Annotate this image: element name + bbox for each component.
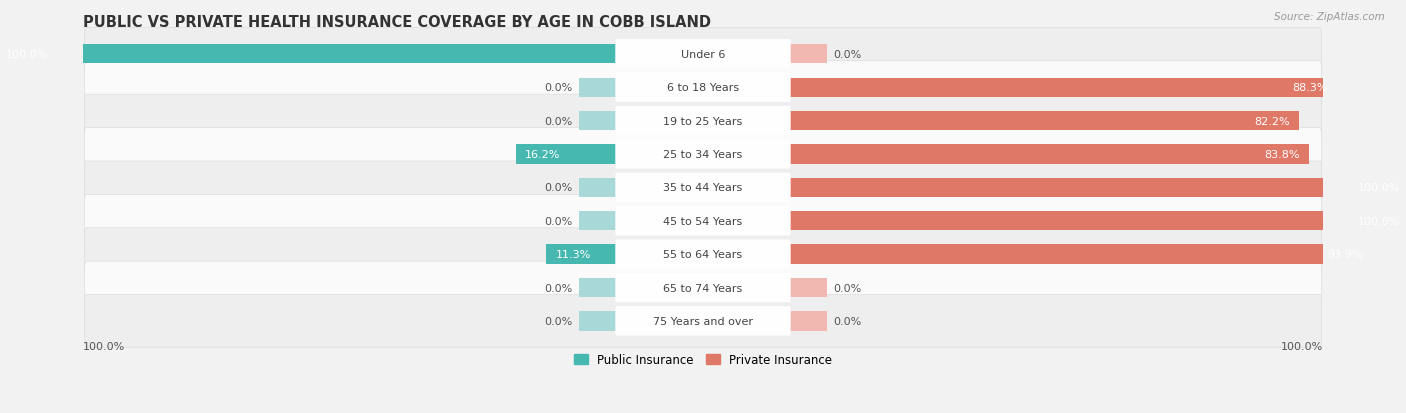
- Bar: [790, 112, 1299, 131]
- Bar: [579, 178, 616, 197]
- Bar: [579, 211, 616, 231]
- FancyBboxPatch shape: [616, 140, 790, 169]
- Bar: [790, 45, 827, 64]
- FancyBboxPatch shape: [84, 261, 1322, 314]
- Bar: [546, 245, 616, 264]
- Text: 35 to 44 Years: 35 to 44 Years: [664, 183, 742, 193]
- FancyBboxPatch shape: [616, 173, 790, 202]
- Text: 19 to 25 Years: 19 to 25 Years: [664, 116, 742, 126]
- Text: 0.0%: 0.0%: [834, 50, 862, 59]
- FancyBboxPatch shape: [84, 295, 1322, 347]
- Text: 100.0%: 100.0%: [1358, 183, 1400, 193]
- Text: 0.0%: 0.0%: [544, 183, 572, 193]
- FancyBboxPatch shape: [84, 128, 1322, 181]
- Text: 0.0%: 0.0%: [544, 216, 572, 226]
- Text: 0.0%: 0.0%: [544, 116, 572, 126]
- Text: Under 6: Under 6: [681, 50, 725, 59]
- Bar: [579, 112, 616, 131]
- Text: 45 to 54 Years: 45 to 54 Years: [664, 216, 742, 226]
- Text: 93.9%: 93.9%: [1327, 249, 1362, 259]
- Text: 83.8%: 83.8%: [1264, 150, 1301, 159]
- Text: 25 to 34 Years: 25 to 34 Years: [664, 150, 742, 159]
- Text: 0.0%: 0.0%: [544, 83, 572, 93]
- Bar: [790, 178, 1406, 197]
- Legend: Public Insurance, Private Insurance: Public Insurance, Private Insurance: [569, 349, 837, 371]
- Text: 11.3%: 11.3%: [555, 249, 591, 259]
- Bar: [790, 211, 1406, 231]
- Text: 0.0%: 0.0%: [834, 316, 862, 326]
- Text: 0.0%: 0.0%: [834, 283, 862, 293]
- Text: 55 to 64 Years: 55 to 64 Years: [664, 249, 742, 259]
- FancyBboxPatch shape: [616, 74, 790, 103]
- FancyBboxPatch shape: [84, 62, 1322, 114]
- FancyBboxPatch shape: [616, 206, 790, 236]
- Text: 0.0%: 0.0%: [544, 316, 572, 326]
- Bar: [0, 45, 616, 64]
- Bar: [790, 145, 1309, 164]
- Bar: [516, 145, 616, 164]
- Text: 0.0%: 0.0%: [544, 283, 572, 293]
- Bar: [579, 311, 616, 331]
- FancyBboxPatch shape: [616, 273, 790, 302]
- FancyBboxPatch shape: [616, 240, 790, 269]
- FancyBboxPatch shape: [84, 161, 1322, 214]
- Text: 100.0%: 100.0%: [6, 50, 48, 59]
- Bar: [790, 245, 1372, 264]
- Text: 82.2%: 82.2%: [1254, 116, 1291, 126]
- FancyBboxPatch shape: [84, 95, 1322, 147]
- Text: PUBLIC VS PRIVATE HEALTH INSURANCE COVERAGE BY AGE IN COBB ISLAND: PUBLIC VS PRIVATE HEALTH INSURANCE COVER…: [83, 15, 711, 30]
- Text: 75 Years and over: 75 Years and over: [652, 316, 754, 326]
- Text: 16.2%: 16.2%: [524, 150, 561, 159]
- Bar: [790, 311, 827, 331]
- Bar: [579, 278, 616, 297]
- FancyBboxPatch shape: [84, 195, 1322, 247]
- Bar: [790, 278, 827, 297]
- Text: 65 to 74 Years: 65 to 74 Years: [664, 283, 742, 293]
- Text: 6 to 18 Years: 6 to 18 Years: [666, 83, 740, 93]
- FancyBboxPatch shape: [616, 40, 790, 69]
- Text: 88.3%: 88.3%: [1292, 83, 1327, 93]
- Text: 100.0%: 100.0%: [1358, 216, 1400, 226]
- FancyBboxPatch shape: [84, 28, 1322, 81]
- Text: 100.0%: 100.0%: [83, 341, 125, 351]
- Text: Source: ZipAtlas.com: Source: ZipAtlas.com: [1274, 12, 1385, 22]
- FancyBboxPatch shape: [84, 228, 1322, 281]
- FancyBboxPatch shape: [616, 107, 790, 136]
- Bar: [790, 78, 1337, 97]
- Text: 100.0%: 100.0%: [1281, 341, 1323, 351]
- Bar: [579, 78, 616, 97]
- FancyBboxPatch shape: [616, 306, 790, 336]
